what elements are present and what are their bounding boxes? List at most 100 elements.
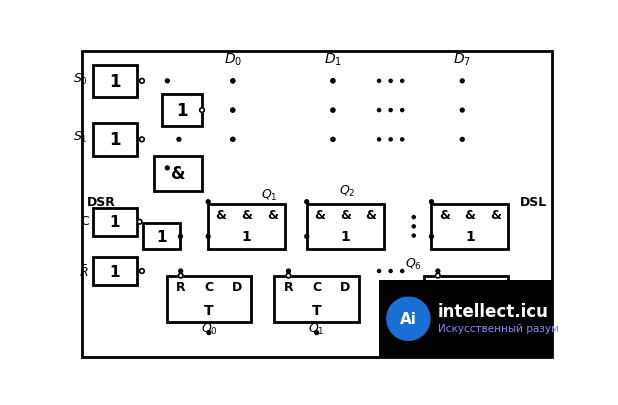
Circle shape — [436, 274, 440, 278]
Text: T: T — [312, 303, 321, 317]
Text: D: D — [340, 280, 350, 293]
Text: Искусственный разум: Искусственный разум — [438, 323, 559, 333]
Circle shape — [287, 269, 290, 273]
Text: C: C — [80, 215, 89, 228]
Circle shape — [430, 235, 433, 239]
Bar — [379, 281, 552, 357]
Text: 1: 1 — [110, 215, 121, 230]
Circle shape — [378, 270, 381, 273]
Text: R: R — [284, 280, 294, 293]
Text: $Q_1$: $Q_1$ — [261, 187, 278, 202]
Text: $S_1$: $S_1$ — [74, 130, 88, 145]
Circle shape — [200, 109, 205, 113]
Circle shape — [177, 138, 181, 142]
Circle shape — [400, 270, 404, 273]
Circle shape — [305, 235, 308, 239]
Text: 1: 1 — [242, 230, 252, 244]
Circle shape — [231, 138, 235, 142]
Text: D: D — [489, 280, 499, 293]
Circle shape — [389, 80, 392, 83]
Text: R: R — [176, 280, 185, 293]
Bar — [154, 156, 202, 192]
Bar — [93, 208, 137, 236]
Bar — [431, 205, 509, 249]
Text: $D_0$: $D_0$ — [224, 51, 242, 68]
Bar — [143, 224, 180, 250]
Bar — [93, 124, 137, 156]
Circle shape — [412, 216, 415, 219]
Circle shape — [331, 109, 335, 113]
Bar — [162, 95, 202, 127]
Circle shape — [436, 269, 440, 273]
Circle shape — [378, 109, 381, 112]
Circle shape — [305, 200, 308, 204]
Text: &: & — [314, 209, 325, 222]
Text: D: D — [232, 280, 242, 293]
Circle shape — [430, 200, 433, 204]
Circle shape — [179, 269, 182, 273]
Text: 1: 1 — [157, 229, 167, 244]
Text: &: & — [465, 209, 475, 222]
Bar — [274, 276, 359, 322]
Circle shape — [531, 335, 535, 338]
Text: 1: 1 — [110, 264, 121, 279]
Circle shape — [378, 80, 381, 83]
Circle shape — [331, 80, 335, 83]
Bar — [167, 276, 252, 322]
Bar — [424, 276, 509, 322]
Circle shape — [531, 320, 535, 323]
Text: 1: 1 — [465, 230, 475, 244]
Circle shape — [460, 138, 464, 142]
Text: 1: 1 — [176, 102, 188, 120]
Circle shape — [179, 274, 183, 278]
Circle shape — [389, 109, 392, 112]
Circle shape — [206, 200, 210, 204]
Text: &: & — [490, 209, 501, 222]
Circle shape — [206, 235, 210, 239]
Text: T: T — [461, 303, 471, 317]
Circle shape — [166, 80, 169, 83]
Circle shape — [460, 80, 464, 83]
Text: C: C — [205, 280, 213, 293]
Text: $Q_1$: $Q_1$ — [308, 321, 325, 336]
Circle shape — [400, 109, 404, 112]
Circle shape — [331, 138, 335, 142]
Text: $\bar{R}$: $\bar{R}$ — [79, 264, 89, 279]
Text: C: C — [462, 280, 471, 293]
Circle shape — [231, 109, 235, 113]
Circle shape — [387, 297, 430, 341]
Text: &: & — [340, 209, 350, 222]
Circle shape — [460, 109, 464, 113]
Text: C: C — [312, 280, 321, 293]
Circle shape — [231, 80, 235, 83]
Circle shape — [137, 220, 142, 224]
Circle shape — [400, 80, 404, 83]
Bar — [93, 66, 137, 98]
Circle shape — [531, 327, 535, 330]
Bar — [307, 205, 384, 249]
Text: T: T — [204, 303, 214, 317]
Circle shape — [331, 138, 335, 142]
Text: $Q_6$: $Q_6$ — [405, 256, 422, 271]
Circle shape — [389, 139, 392, 141]
Text: $D_1$: $D_1$ — [324, 51, 342, 68]
Text: &: & — [171, 165, 185, 183]
Text: &: & — [267, 209, 277, 222]
Circle shape — [412, 225, 415, 228]
Text: DSR: DSR — [87, 196, 116, 209]
Bar — [93, 258, 137, 285]
Text: R: R — [433, 280, 442, 293]
Circle shape — [140, 79, 144, 84]
Text: &: & — [439, 209, 450, 222]
Circle shape — [331, 109, 335, 113]
Text: 1: 1 — [341, 230, 350, 244]
Circle shape — [140, 269, 144, 274]
Circle shape — [331, 80, 335, 83]
Circle shape — [140, 138, 144, 142]
Text: DSL: DSL — [520, 196, 547, 209]
Text: 1: 1 — [109, 72, 121, 91]
Circle shape — [231, 109, 235, 113]
Circle shape — [231, 80, 235, 83]
Text: &: & — [365, 209, 376, 222]
Text: intellect.icu: intellect.icu — [438, 302, 549, 320]
